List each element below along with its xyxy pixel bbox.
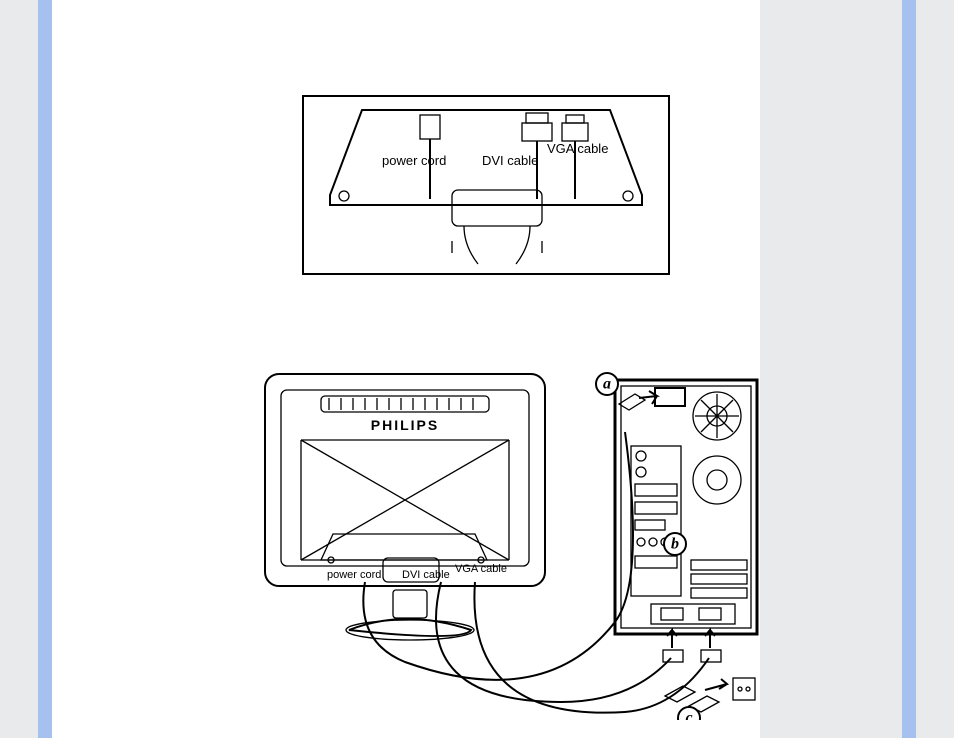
callout-a: a (596, 373, 618, 395)
page-accent-right (902, 0, 916, 738)
callout-b: b (664, 533, 686, 555)
figure-connect-to-pc: PHILIPS power cord DVI cable VGA cable (237, 360, 777, 720)
label2-power-cord: power cord (327, 569, 381, 581)
document-page: power cord DVI cable VGA cable (52, 0, 760, 738)
label-dvi-cable: DVI cable (482, 153, 538, 168)
pc-tower-rear (615, 380, 757, 648)
cables (363, 391, 755, 713)
monitor-rear: PHILIPS power cord DVI cable VGA cable (265, 374, 545, 640)
label2-dvi-cable: DVI cable (402, 569, 450, 581)
label-power-cord: power cord (382, 153, 446, 168)
callout-c: c (678, 707, 700, 720)
svg-text:a: a (603, 376, 611, 393)
label-vga-cable: VGA cable (547, 141, 608, 156)
page-accent-left (38, 0, 52, 738)
svg-text:c: c (685, 710, 692, 720)
svg-text:b: b (671, 536, 679, 553)
label2-vga-cable: VGA cable (455, 563, 507, 575)
figure-monitor-ports-closeup: power cord DVI cable VGA cable (302, 95, 670, 275)
brand-label: PHILIPS (371, 417, 439, 433)
